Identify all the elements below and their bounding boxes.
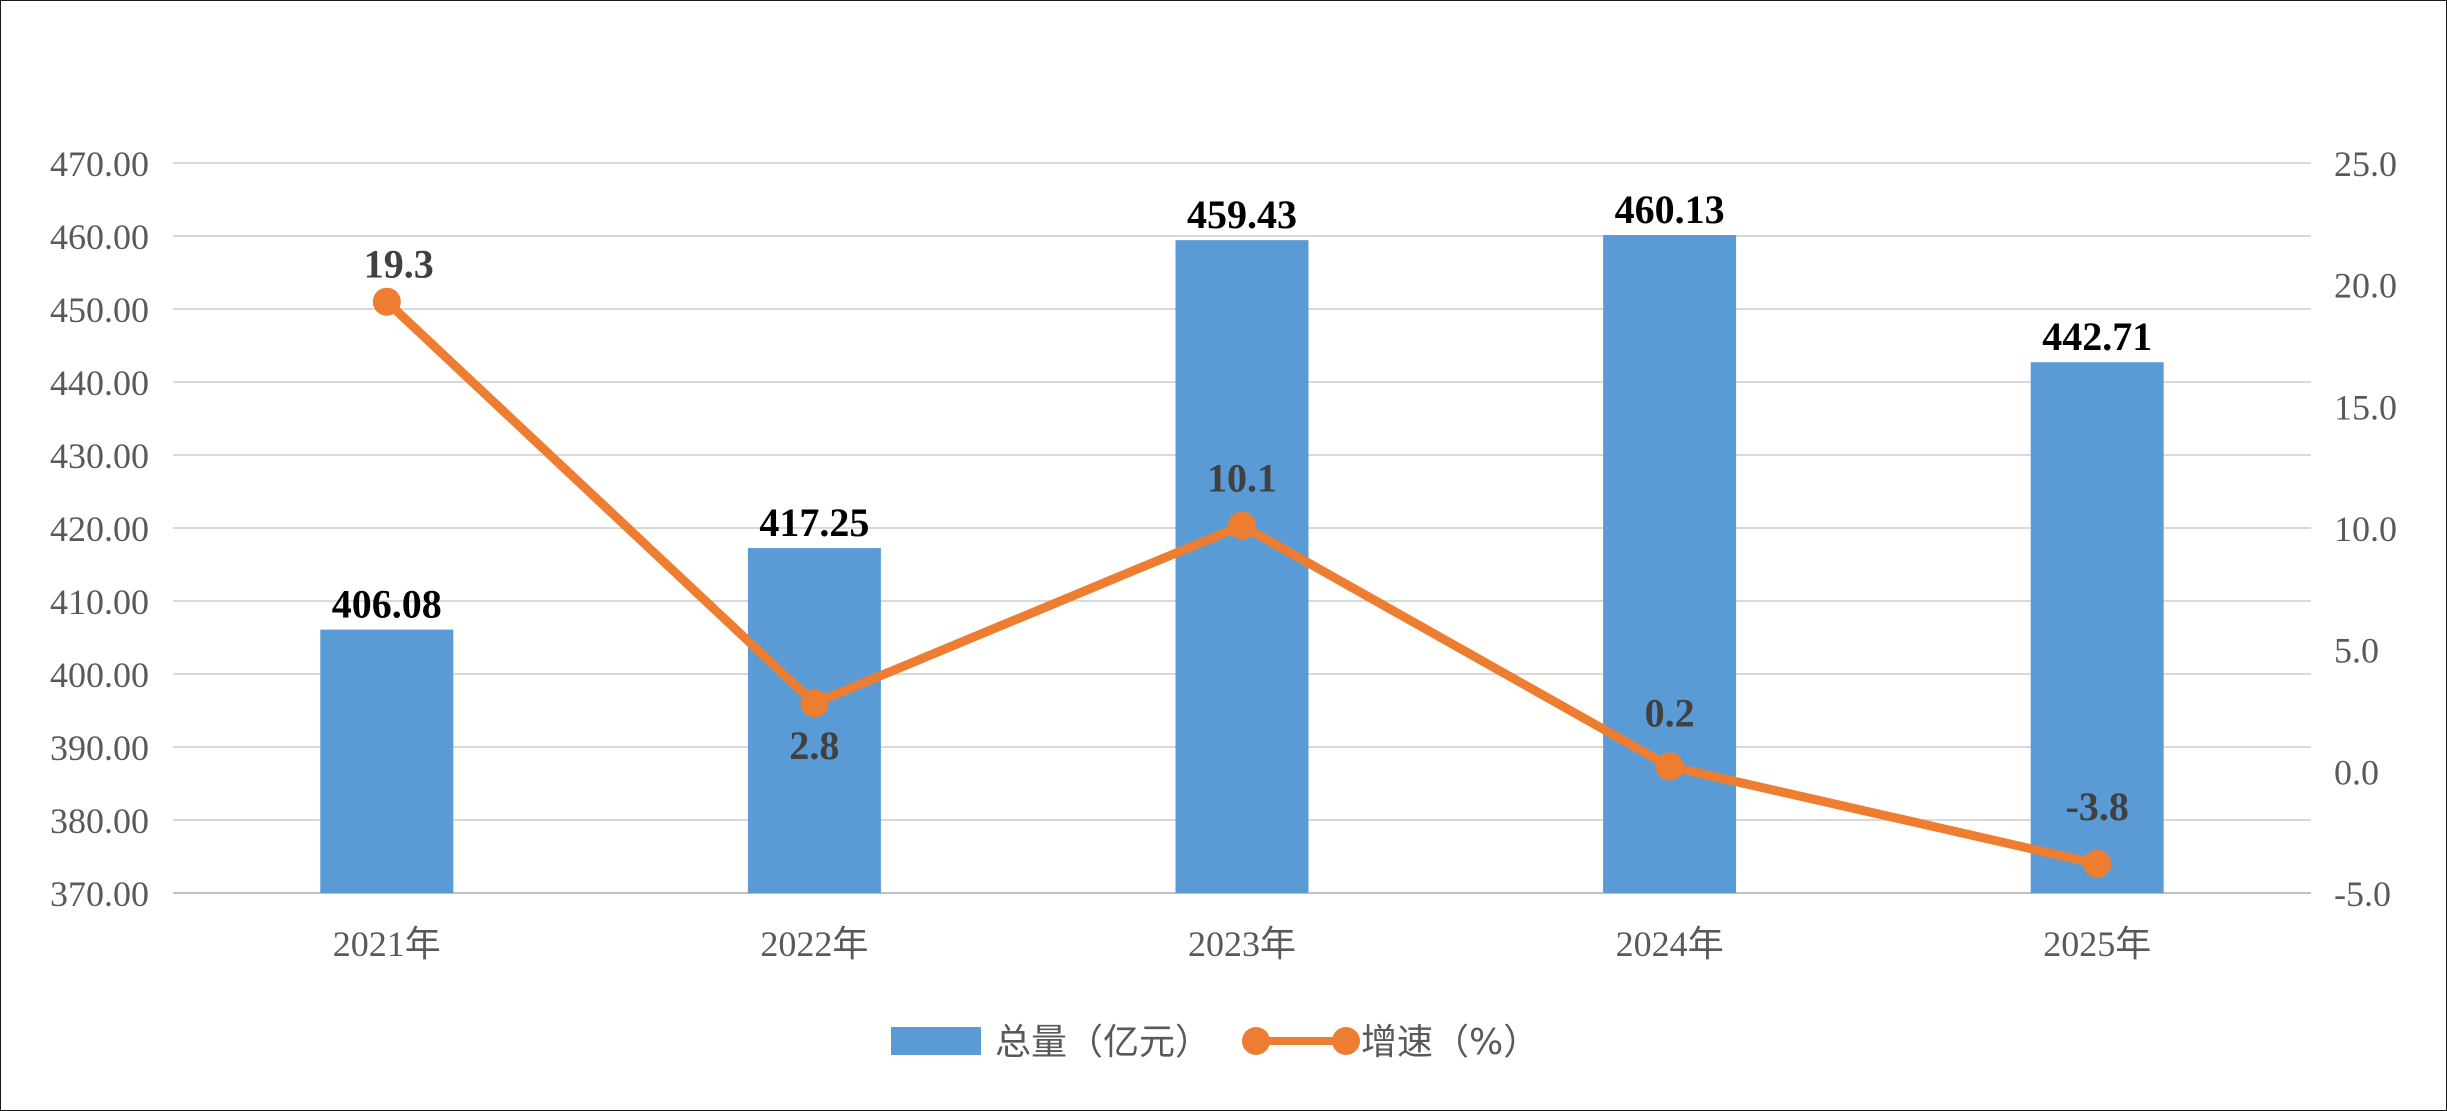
legend-marker-growth-right [1332, 1027, 1360, 1055]
legend-label-growth: 增速（%） [1361, 1022, 1539, 1063]
bars [320, 235, 2164, 893]
legend-marker-growth-left [1242, 1027, 1270, 1055]
growth-point [1228, 511, 1256, 540]
growth-value-label: 2.8 [789, 723, 839, 768]
growth-value-label: 0.2 [1645, 690, 1695, 735]
right-tick-label: 0.0 [2334, 752, 2379, 792]
left-tick-label: 450.00 [50, 290, 149, 330]
legend: 总量（亿元） 增速（%） [891, 1022, 1539, 1063]
bar [747, 548, 881, 893]
left-tick-label: 430.00 [50, 436, 149, 476]
right-tick-label: 10.0 [2334, 509, 2397, 549]
left-tick-label: 420.00 [50, 509, 149, 549]
bar-value-label: 417.25 [759, 500, 869, 545]
growth-value-label: 19.3 [364, 242, 434, 287]
x-tick-label: 2023年 [1188, 924, 1296, 964]
x-tick-label: 2024年 [1616, 924, 1724, 964]
left-axis: 370.00 380.00 390.00 400.00 410.00 420.00 430.… [50, 144, 149, 914]
growth-value-label: -3.8 [2066, 784, 2129, 829]
left-tick-label: 470.00 [50, 144, 149, 184]
bar [2030, 362, 2164, 893]
legend-label-total: 总量（亿元） [995, 1022, 1211, 1063]
right-tick-label: 20.0 [2334, 266, 2397, 306]
line-data-labels: 19.3 2.8 10.1 0.2 -3.8 [364, 242, 2129, 829]
bar [320, 629, 454, 893]
x-axis: 2021年 2022年 2023年 2024年 2025年 [333, 924, 2151, 964]
bar [1603, 235, 1737, 893]
growth-point [800, 689, 829, 718]
bar-value-label: 406.08 [332, 582, 442, 627]
left-tick-label: 440.00 [50, 363, 149, 403]
growth-line [372, 287, 2112, 878]
bar-data-labels: 406.08 417.25 459.43 460.13 442.71 [332, 187, 2152, 627]
legend-swatch-total [891, 1027, 981, 1055]
x-tick-label: 2022年 [760, 924, 868, 964]
bar-value-label: 460.13 [1615, 187, 1725, 232]
growth-value-label: 10.1 [1207, 456, 1277, 501]
x-tick-label: 2025年 [2043, 924, 2151, 964]
bar-value-label: 442.71 [2042, 314, 2152, 359]
growth-point [2083, 849, 2112, 878]
bar-value-label: 459.43 [1187, 192, 1297, 237]
left-tick-label: 400.00 [50, 655, 149, 695]
left-tick-label: 460.00 [50, 217, 149, 257]
right-tick-label: 25.0 [2334, 144, 2397, 184]
right-tick-label: -5.0 [2334, 874, 2391, 914]
right-axis: -5.0 0.0 5.0 10.0 15.0 20.0 25.0 [2334, 144, 2397, 914]
x-tick-label: 2021年 [333, 924, 441, 964]
right-tick-label: 15.0 [2334, 387, 2397, 427]
left-tick-label: 370.00 [50, 874, 149, 914]
left-tick-label: 380.00 [50, 801, 149, 841]
right-tick-label: 5.0 [2334, 631, 2379, 671]
left-tick-label: 390.00 [50, 728, 149, 768]
growth-point [372, 287, 401, 316]
growth-point [1655, 752, 1684, 781]
left-tick-label: 410.00 [50, 582, 149, 622]
bar [1175, 240, 1309, 893]
